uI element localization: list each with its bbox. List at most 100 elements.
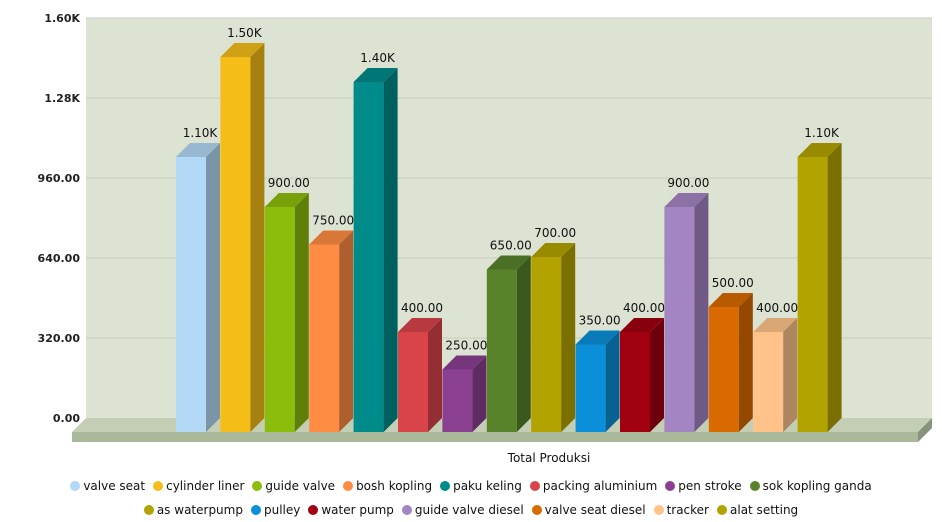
legend-marker	[653, 505, 664, 515]
y-tick-label: 0.00	[53, 412, 80, 425]
legend-label: packing aluminium	[542, 479, 658, 493]
legend-marker	[531, 505, 542, 515]
legend-marker	[153, 481, 164, 491]
legend: valve seat cylinder liner guide valve bosh …	[0, 474, 942, 522]
bar-side	[827, 143, 842, 432]
legend-label: pulley	[263, 503, 301, 517]
bar	[309, 230, 354, 432]
bar-front	[176, 157, 206, 432]
legend-label: guide valve diesel	[414, 503, 524, 517]
legend-label: valve seat	[83, 479, 146, 493]
data-label: 400.00	[756, 301, 798, 315]
y-tick-label: 640.00	[38, 252, 81, 265]
legend-row: as waterpump pulley water pump guide valve …	[0, 498, 942, 522]
legend-item: valve seat	[70, 479, 145, 493]
data-label: 400.00	[401, 301, 443, 315]
legend-label: water pump	[321, 503, 394, 517]
bar	[264, 193, 309, 432]
bar-front	[486, 269, 517, 432]
bar-side	[383, 68, 398, 432]
bar-side	[605, 330, 620, 432]
legend-marker	[529, 481, 540, 491]
legend-item: alat setting	[717, 503, 798, 517]
bar-front	[753, 332, 784, 432]
bar-top	[797, 143, 842, 157]
legend-marker	[749, 481, 760, 491]
bar-side	[472, 355, 487, 432]
bar-front	[620, 332, 650, 432]
bar-top	[708, 293, 753, 307]
legend-label: alat setting	[730, 503, 799, 517]
bar-front	[220, 57, 251, 432]
bar-side	[783, 318, 798, 432]
bar	[220, 43, 265, 432]
bar-front	[309, 244, 340, 432]
legend-marker	[250, 505, 261, 515]
bar	[176, 143, 220, 432]
bar	[442, 355, 487, 432]
bar-top	[442, 355, 487, 370]
legend-marker	[70, 481, 81, 491]
bar-top	[753, 318, 798, 332]
bar	[753, 318, 798, 432]
y-tick-label: 320.00	[38, 332, 81, 345]
data-labels: 1.10K 1.50K 900.00 750.00 1.40K 400.00 250.00 6…	[183, 26, 840, 353]
bar-front	[353, 82, 384, 432]
bar-top	[620, 318, 664, 332]
legend-item: cylinder liner	[153, 479, 244, 493]
bar	[398, 318, 442, 432]
legend-item: sok kopling ganda	[749, 479, 872, 493]
y-axis: 0.00 320.00 640.00 960.00 1.28K 1.60K	[38, 12, 81, 425]
y-tick-label: 1.60K	[44, 12, 80, 25]
x-axis-title: Total Produksi	[507, 451, 591, 465]
bar-top	[575, 330, 620, 345]
legend-item: valve seat diesel	[531, 503, 646, 517]
data-label: 900.00	[268, 176, 310, 190]
legend-item: bosh kopling	[343, 479, 432, 493]
bar-front	[664, 207, 695, 432]
bar-top	[176, 143, 220, 157]
legend-marker	[401, 505, 412, 515]
bar-top	[398, 318, 442, 332]
bar-front	[575, 344, 606, 432]
legend-marker	[343, 481, 354, 491]
y-tick-label: 960.00	[38, 172, 81, 185]
legend-marker	[665, 481, 676, 491]
legend-item: pen stroke	[665, 479, 742, 493]
legend-item: pulley	[250, 503, 301, 517]
legend-marker	[717, 505, 727, 515]
bar-side	[250, 43, 265, 432]
bar	[531, 243, 576, 432]
bar-side	[428, 318, 442, 432]
bar-side	[339, 230, 354, 432]
bar-top	[664, 193, 709, 207]
legend-marker	[252, 481, 263, 491]
bar-side	[206, 143, 220, 432]
legend-item: paku keling	[440, 479, 522, 493]
legend-label: guide valve	[265, 479, 336, 493]
floor-front	[72, 432, 918, 442]
data-label: 750.00	[312, 214, 354, 228]
bar-top	[220, 43, 265, 57]
legend-row: valve seat cylinder liner guide valve bosh …	[0, 474, 942, 498]
data-label: 650.00	[490, 239, 532, 253]
bar-top	[531, 243, 576, 257]
bars	[176, 43, 842, 432]
bar-top	[309, 230, 354, 245]
legend-item: as waterpump	[143, 503, 243, 517]
legend-marker	[143, 505, 154, 515]
floor-side	[918, 418, 932, 442]
legend-label: valve seat diesel	[544, 503, 646, 517]
bar	[620, 318, 664, 432]
bar-side	[650, 318, 664, 432]
legend-label: paku keling	[453, 479, 522, 493]
bar-side	[738, 293, 753, 432]
legend-label: sok kopling ganda	[762, 479, 872, 493]
legend-marker	[308, 505, 319, 515]
legend-item: guide valve	[252, 479, 335, 493]
data-label: 1.10K	[804, 126, 840, 140]
data-label: 400.00	[623, 301, 665, 315]
data-label: 1.50K	[227, 26, 263, 40]
bar-front	[442, 369, 473, 432]
